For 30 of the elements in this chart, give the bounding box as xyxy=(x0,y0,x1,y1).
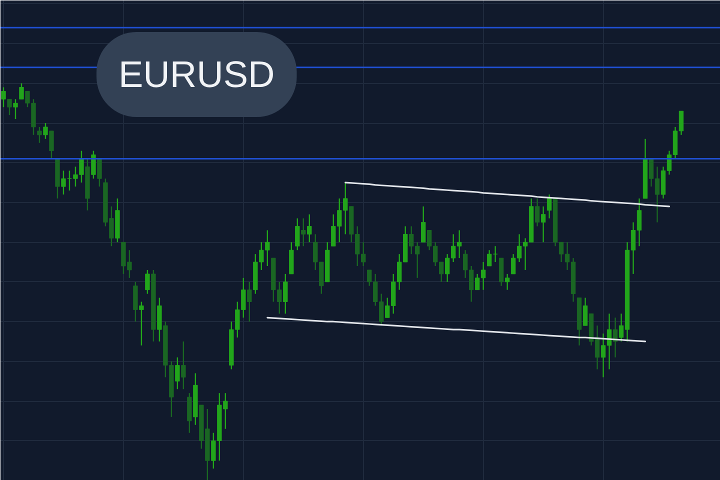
candlestick xyxy=(133,281,138,322)
candlestick xyxy=(157,297,162,342)
candlestick xyxy=(175,356,180,390)
candlestick xyxy=(498,257,504,286)
candlestick xyxy=(247,281,252,322)
candlestick xyxy=(289,242,294,275)
candlestick xyxy=(534,198,540,227)
candlestick xyxy=(540,206,546,243)
candlestick xyxy=(7,98,12,116)
candlestick xyxy=(546,194,552,219)
candlestick xyxy=(283,273,288,314)
candlestick xyxy=(301,218,306,247)
candlestick xyxy=(1,86,6,108)
candlestick xyxy=(181,340,186,390)
candlestick xyxy=(421,206,426,243)
candlestick xyxy=(145,269,150,294)
candlestick xyxy=(295,218,300,251)
candlestick xyxy=(97,158,102,188)
candlestick xyxy=(582,297,588,326)
candlestick xyxy=(49,130,54,160)
candlestick xyxy=(139,301,144,346)
candlestick xyxy=(37,126,42,144)
candlestick xyxy=(307,214,312,243)
candlestick xyxy=(19,82,24,100)
candlestick xyxy=(504,273,510,290)
candlestick xyxy=(43,122,48,140)
chart-title: EURUSD xyxy=(118,54,275,95)
candlestick xyxy=(91,150,96,180)
candlestick xyxy=(187,392,192,434)
candlestick xyxy=(13,98,18,120)
